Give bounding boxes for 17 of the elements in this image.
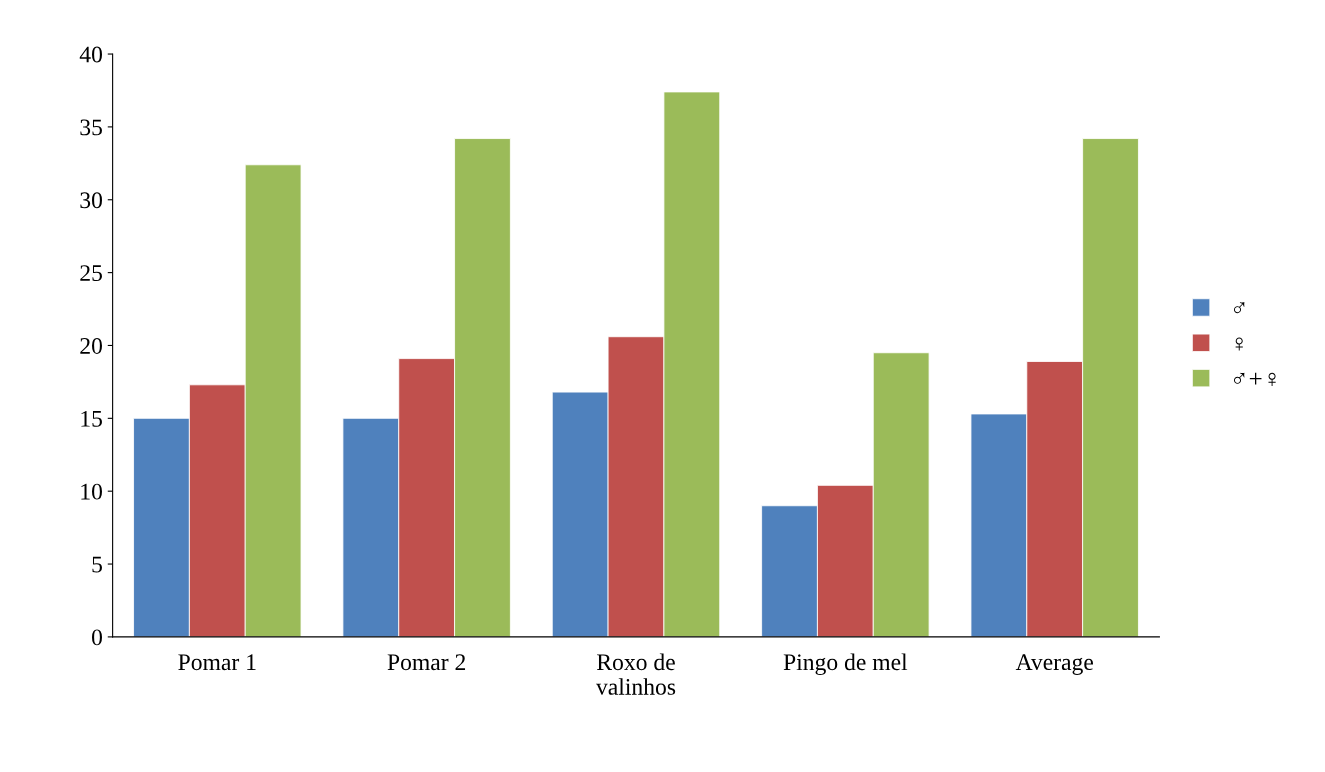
y-tick-label: 40 <box>79 46 102 63</box>
y-tick-label: 25 <box>80 265 102 282</box>
x-tick-label: Average <box>1015 654 1093 675</box>
y-tick-label: 5 <box>92 556 102 573</box>
y-tick-label: 15 <box>81 410 102 427</box>
legend-label: ♂+♀ <box>1233 372 1276 386</box>
x-tick-label: Pomar 2 <box>387 654 466 671</box>
y-tick-label: 20 <box>80 337 102 354</box>
y-tick-label: 35 <box>80 119 102 136</box>
y-tick-label: 0 <box>92 629 102 646</box>
x-tick-label: Pomar 1 <box>178 654 256 671</box>
legend-label: ♂ <box>1233 302 1245 314</box>
legend-label: ♀ <box>1235 337 1243 351</box>
y-tick-label: 10 <box>81 483 102 500</box>
x-tick-label: Roxo de valinhos <box>595 653 676 695</box>
x-tick-label: Pingo de mel <box>783 653 908 676</box>
y-tick-label: 30 <box>80 192 102 209</box>
